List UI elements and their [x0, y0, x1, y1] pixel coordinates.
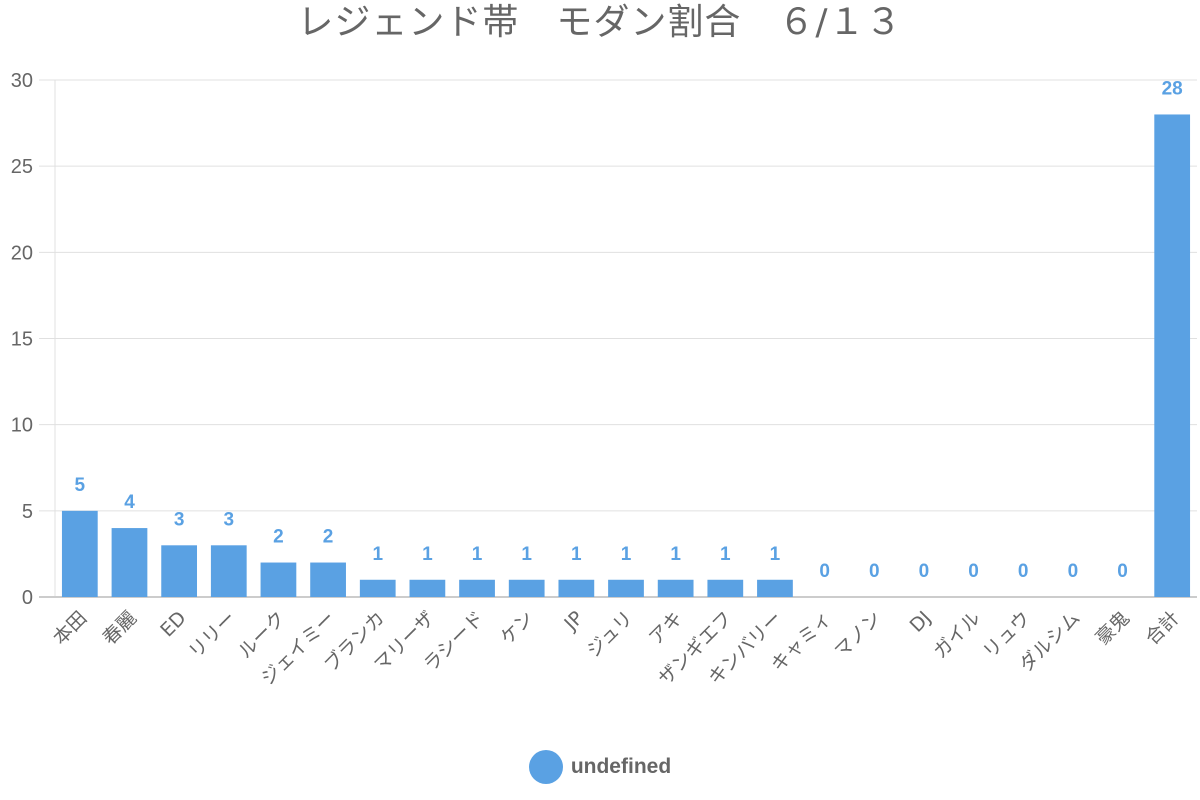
data-label: 1	[571, 544, 582, 565]
data-label: 0	[819, 561, 830, 582]
bar[interactable]	[260, 562, 297, 597]
data-label: 0	[869, 561, 880, 582]
data-label: 1	[720, 544, 731, 565]
bar[interactable]	[111, 528, 148, 597]
y-tick-label: 0	[22, 587, 33, 609]
x-tick-label: 春麗	[99, 607, 141, 649]
data-label: 0	[1018, 561, 1029, 582]
bar[interactable]	[508, 579, 545, 597]
data-label: 1	[770, 544, 781, 565]
x-tick-label: DJ	[906, 607, 936, 637]
x-tick-label: ケン	[496, 607, 538, 649]
data-label: 1	[670, 544, 681, 565]
bar[interactable]	[657, 579, 694, 597]
data-label: 4	[124, 492, 135, 513]
x-tick-label: 豪鬼	[1092, 607, 1134, 649]
x-tick-label: マノン	[830, 607, 885, 662]
gridlines	[39, 79, 1197, 598]
data-label: 2	[323, 527, 334, 548]
data-label: 3	[223, 509, 234, 530]
data-label: 3	[174, 509, 185, 530]
legend-label[interactable]: undefined	[570, 755, 672, 778]
bar[interactable]	[310, 562, 346, 597]
y-tick-label: 20	[11, 242, 33, 264]
data-label: 1	[621, 544, 632, 565]
y-tick-label: 10	[11, 415, 33, 437]
legend-swatch-icon[interactable]	[528, 750, 563, 784]
data-label: 5	[75, 475, 86, 496]
bar[interactable]	[757, 579, 793, 597]
y-tick-label: 30	[11, 70, 33, 92]
bar[interactable]	[558, 579, 595, 597]
bar[interactable]	[459, 579, 495, 597]
bar[interactable]	[161, 545, 198, 597]
data-label: 28	[1162, 78, 1183, 99]
data-label: 1	[372, 544, 383, 565]
data-label: 0	[968, 561, 979, 582]
data-label: 1	[472, 544, 483, 565]
data-labels: 5 4 3 3 2 2 1 1 1 1 1 1 1 1 1 0 0 0 0 0 0 0 28	[75, 78, 1183, 582]
data-label: 0	[1068, 561, 1079, 582]
x-tick-label: アキ	[645, 607, 687, 649]
data-label: 0	[1117, 561, 1128, 582]
data-label: 1	[422, 544, 433, 565]
bar[interactable]	[409, 579, 446, 597]
data-label: 2	[273, 527, 284, 548]
y-axis: 0 5 10 15 20 25 30	[11, 70, 33, 609]
bar[interactable]	[707, 579, 744, 597]
x-tick-label: ジュリ	[583, 607, 638, 662]
y-tick-label: 25	[11, 156, 33, 178]
x-tick-label: リリー	[184, 607, 240, 663]
bar-series	[61, 114, 1191, 597]
data-label: 0	[919, 561, 930, 582]
y-tick-label: 5	[22, 501, 33, 523]
y-tick-label: 15	[11, 329, 33, 351]
bar[interactable]	[359, 579, 396, 597]
x-tick-label: ED	[156, 607, 190, 641]
x-tick-label: JP	[560, 607, 588, 635]
x-tick-label: 本田	[49, 607, 91, 649]
chart-title: レジェンド帯 モダン割合 ６/１３	[297, 2, 903, 43]
x-tick-label: ガイル	[929, 607, 985, 663]
bar[interactable]	[608, 579, 644, 597]
legend[interactable]: undefined	[0, 750, 1200, 784]
bar[interactable]	[1154, 114, 1191, 597]
bar[interactable]	[61, 510, 98, 597]
data-label: 1	[521, 544, 532, 565]
x-tick-label: 合計	[1141, 607, 1183, 649]
bar[interactable]	[210, 545, 247, 597]
